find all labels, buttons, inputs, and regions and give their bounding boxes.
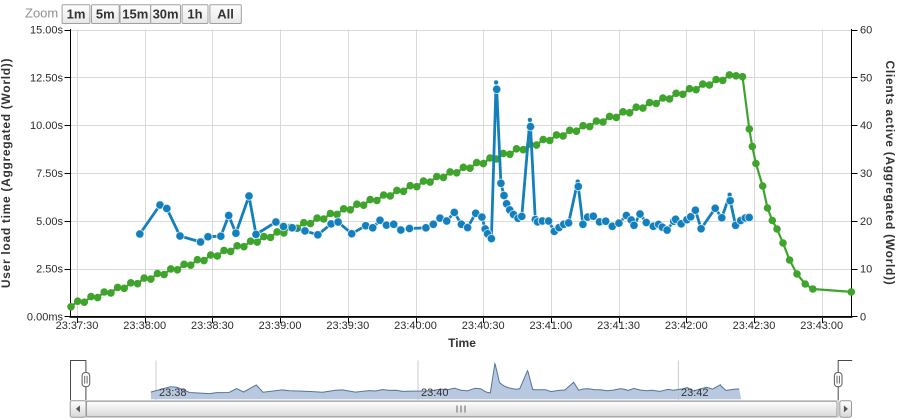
svg-text:23:40:00: 23:40:00 — [394, 320, 437, 332]
svg-text:23:38: 23:38 — [159, 387, 187, 399]
svg-text:50: 50 — [860, 72, 872, 84]
svg-text:5.00s: 5.00s — [36, 216, 63, 228]
svg-text:10: 10 — [860, 264, 872, 276]
svg-text:23:42:30: 23:42:30 — [733, 320, 776, 332]
svg-text:23:43:00: 23:43:00 — [800, 320, 843, 332]
svg-text:10.00s: 10.00s — [30, 120, 64, 132]
svg-text:User load time (Aggregated (Wo: User load time (Aggregated (World)) — [0, 58, 13, 288]
svg-text:15m: 15m — [122, 7, 148, 22]
svg-text:23:41:30: 23:41:30 — [597, 320, 640, 332]
svg-text:23:38:00: 23:38:00 — [123, 320, 166, 332]
svg-text:23:42:00: 23:42:00 — [665, 320, 708, 332]
svg-text:30: 30 — [860, 168, 872, 180]
svg-text:23:42: 23:42 — [681, 387, 709, 399]
svg-text:Time: Time — [448, 336, 476, 350]
svg-text:15.00s: 15.00s — [30, 25, 64, 37]
svg-text:All: All — [217, 7, 234, 22]
svg-text:0.00ms: 0.00ms — [27, 312, 64, 324]
svg-text:23:40:30: 23:40:30 — [462, 320, 505, 332]
svg-text:20: 20 — [860, 216, 872, 228]
svg-text:12.50s: 12.50s — [30, 72, 64, 84]
svg-text:Zoom: Zoom — [25, 6, 58, 21]
svg-text:23:40: 23:40 — [421, 387, 449, 399]
svg-text:30m: 30m — [153, 7, 179, 22]
svg-text:Clients active (Aggregated (Wo: Clients active (Aggregated (World)) — [883, 61, 897, 286]
svg-text:0: 0 — [860, 312, 866, 324]
svg-text:60: 60 — [860, 25, 872, 37]
svg-text:40: 40 — [860, 120, 872, 132]
svg-text:5m: 5m — [96, 7, 115, 22]
svg-text:23:38:30: 23:38:30 — [191, 320, 234, 332]
svg-text:2.50s: 2.50s — [36, 264, 63, 276]
svg-text:23:39:00: 23:39:00 — [259, 320, 302, 332]
svg-text:23:39:30: 23:39:30 — [326, 320, 369, 332]
svg-text:23:37:30: 23:37:30 — [56, 320, 99, 332]
svg-text:1h: 1h — [187, 7, 202, 22]
svg-text:7.50s: 7.50s — [36, 168, 63, 180]
svg-text:1m: 1m — [67, 7, 86, 22]
svg-text:23:41:00: 23:41:00 — [529, 320, 572, 332]
